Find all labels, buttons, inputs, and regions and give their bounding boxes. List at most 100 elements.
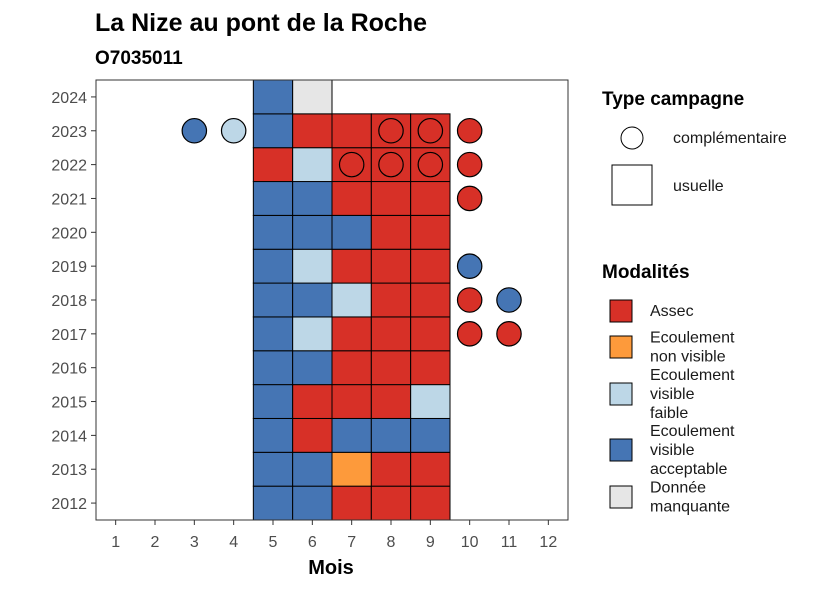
y-tick-label-2018: 2018 [51,293,87,310]
y-tick-label-2012: 2012 [51,496,87,513]
tile-2019-9 [410,248,451,284]
tile-2020-8 [370,214,412,250]
tile-2014-7 [331,417,372,453]
tile-2012-5 [252,485,294,521]
legend-type-title: Type campagne [602,89,744,110]
x-tick-label-2: 2 [151,534,160,551]
tile-2023-6 [292,113,333,149]
legend-complementaire-label: complémentaire [673,130,787,147]
legend-label-ecoulement_non_visible-0: Ecoulement [650,330,735,347]
y-tick-label-2022: 2022 [51,158,87,175]
point-2017-10 [456,321,483,347]
tile-2015-5 [252,384,294,419]
y-tick-label-2019: 2019 [51,259,87,276]
legend-key-ecoulement_visible_faible [609,382,633,406]
legend-key-ecoulement_visible_acceptable [609,438,633,462]
tile-2024-5 [252,79,294,115]
tile-2021-7 [331,181,372,216]
tile-2021-9 [410,181,451,216]
y-tick-label-2021: 2021 [51,191,87,208]
point-2021-10 [456,185,483,212]
tile-2024-6 [292,79,333,115]
y-tick-label-2016: 2016 [51,361,87,378]
complementaire-points [181,117,522,347]
tile-2020-7 [331,214,372,250]
legend-key-ecoulement_non_visible [609,335,633,359]
tile-2021-5 [252,181,294,216]
y-tick-label-2015: 2015 [51,395,87,412]
tile-2012-7 [331,485,372,521]
point-2022-8 [378,151,404,178]
y-tick-label-2024: 2024 [51,90,87,107]
x-tick-label-8: 8 [387,534,396,551]
legend-usuelle-label: usuelle [673,178,724,195]
plot-area [95,79,569,521]
tile-2015-6 [292,384,333,419]
x-tick-label-7: 7 [347,534,356,551]
tile-2019-6 [292,248,333,284]
tile-2019-7 [331,248,372,284]
tile-2020-6 [292,214,333,250]
legend-label-ecoulement_visible_faible-1: visible [650,386,695,403]
legend-key-donnee_manquante [609,485,633,509]
x-axis-title: Mois [308,557,354,579]
tile-2018-9 [410,282,451,318]
legend-key-assec [609,299,633,323]
point-2023-3 [181,117,208,144]
x-axis: 1 2 3 4 5 6 7 8 9 10 11 12 [111,520,557,551]
tile-2018-8 [370,282,412,318]
tile-2013-6 [292,451,333,487]
y-axis: 2012 2013 2014 2015 2016 2017 2018 2019 2020 2021… [51,90,96,513]
tile-2012-8 [370,485,412,521]
y-tick-label-2017: 2017 [51,327,87,344]
x-tick-label-3: 3 [190,534,199,551]
tile-2019-8 [370,248,412,284]
tile-2015-8 [370,384,412,419]
tile-2018-7 [331,282,372,318]
legend-square-key [611,164,653,206]
tile-2017-6 [292,316,333,352]
point-2022-7 [338,151,365,178]
tile-2013-9 [410,451,451,487]
point-2022-9 [417,151,444,178]
legend-label-ecoulement_visible_acceptable-0: Ecoulement [650,423,735,440]
point-2023-10 [456,117,483,144]
tile-2023-7 [331,113,372,149]
tile-2023-5 [252,113,294,149]
tile-2021-8 [370,181,412,216]
point-2018-10 [456,287,483,313]
legend-type-campagne: Type campagne complémentaire usuelle [602,89,787,206]
point-2023-8 [378,117,404,144]
tile-2017-9 [410,316,451,352]
x-tick-label-4: 4 [229,534,238,551]
tile-2017-5 [252,316,294,352]
chart-title: La Nize au pont de la Roche [95,9,427,37]
legend-label-assec-0: Assec [650,303,694,320]
y-tick-label-2023: 2023 [51,124,87,141]
tile-2014-8 [370,417,412,453]
point-2023-9 [417,117,444,144]
chart-subtitle: O7035011 [95,48,183,69]
tile-2018-5 [252,282,294,318]
tile-2016-6 [292,350,333,386]
tile-2013-5 [252,451,294,487]
tile-2016-5 [252,350,294,386]
legend-label-ecoulement_visible_acceptable-2: acceptable [650,461,727,478]
x-tick-label-10: 10 [461,534,479,551]
tile-2021-6 [292,181,333,216]
x-tick-label-1: 1 [111,534,120,551]
tile-2022-6 [292,147,333,183]
point-2019-10 [456,253,483,279]
tile-2019-5 [252,248,294,284]
legend-circle-key [620,126,644,150]
tile-2014-9 [410,417,451,453]
x-tick-label-11: 11 [501,534,518,551]
tile-2014-5 [252,417,294,453]
usuelle-cells [252,79,451,521]
y-tick-label-2014: 2014 [51,428,87,445]
legend-label-ecoulement_visible_faible-2: faible [650,405,688,422]
tile-2017-7 [331,316,372,352]
tile-2013-7 [331,451,372,487]
tile-2016-7 [331,350,372,386]
